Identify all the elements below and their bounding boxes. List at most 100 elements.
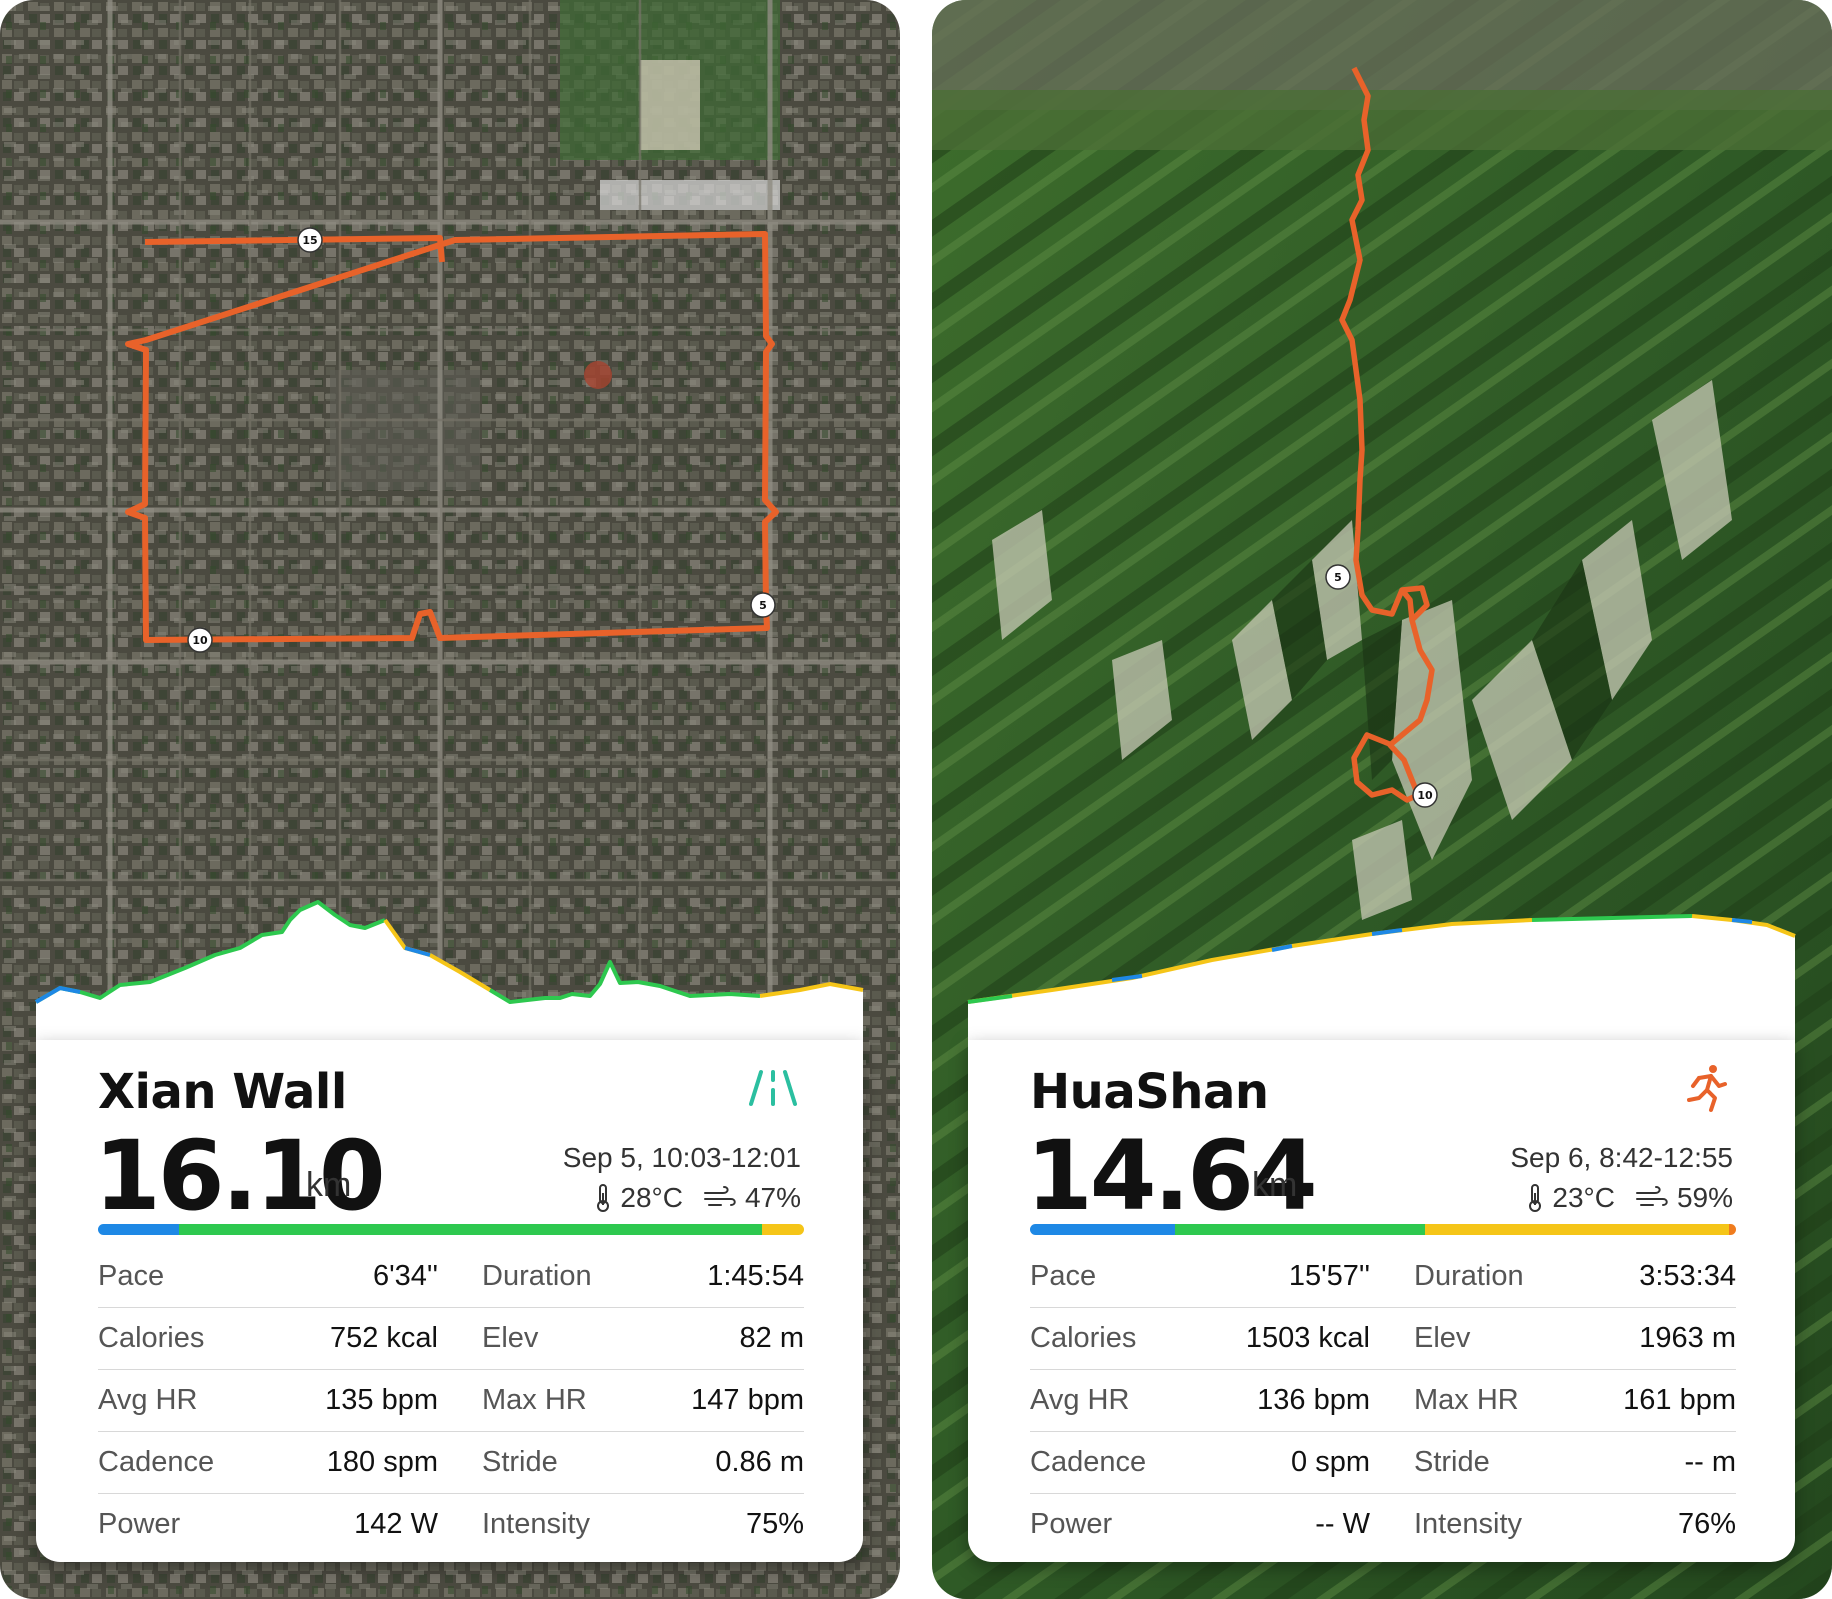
thermometer-icon xyxy=(1529,1184,1542,1212)
svg-text:5: 5 xyxy=(759,599,767,612)
stat-value: -- W xyxy=(1315,1508,1370,1540)
route-marker-5: 5 xyxy=(1325,564,1351,590)
humidity-value: 59% xyxy=(1676,1182,1733,1213)
zone-segment xyxy=(98,1224,180,1235)
route-path xyxy=(1339,66,1435,803)
activity-title: Xian Wall xyxy=(98,1064,347,1120)
stat-row: Cadence 0 spm Stride -- m xyxy=(1030,1432,1736,1494)
stat-label: Elev xyxy=(482,1322,539,1354)
stat-label: Power xyxy=(98,1508,181,1540)
stat-row: Power -- W Intensity 76% xyxy=(1030,1494,1736,1555)
route-marker-5: 5 xyxy=(750,592,776,618)
stat-label: Stride xyxy=(482,1446,558,1478)
zone-segment xyxy=(1728,1224,1736,1235)
activity-summary-card[interactable]: Xian Wall 16.10 km Sep 5, 10:03-12:01 28… xyxy=(36,1040,863,1562)
stat-value: 161 bpm xyxy=(1623,1384,1736,1416)
stat-value: 76% xyxy=(1677,1508,1736,1540)
stat-value: 1503 kcal xyxy=(1245,1322,1370,1354)
heart-rate-zone-bar xyxy=(98,1224,804,1235)
stat-label: Stride xyxy=(1414,1446,1490,1478)
zone-segment xyxy=(761,1224,804,1235)
stat-value: 0 spm xyxy=(1291,1446,1370,1478)
stat-value: 752 kcal xyxy=(329,1322,438,1354)
activity-panel-xian[interactable]: 15 5 10 Xian Wall 16.10 xyxy=(0,0,900,1599)
route-marker-15: 15 xyxy=(297,227,323,253)
stat-label: Cadence xyxy=(1030,1446,1147,1478)
weather-row: 23°C 59% xyxy=(1526,1182,1733,1214)
route-marker-10: 10 xyxy=(1412,782,1438,808)
activity-datetime: Sep 6, 8:42-12:55 xyxy=(1510,1142,1733,1173)
route-marker-10: 10 xyxy=(187,627,213,653)
svg-text:5: 5 xyxy=(1334,571,1342,584)
activity-title: HuaShan xyxy=(1030,1064,1269,1120)
stat-value: 135 bpm xyxy=(325,1384,438,1416)
distance-unit: km xyxy=(306,1166,352,1204)
stat-label: Pace xyxy=(98,1260,165,1292)
svg-text:10: 10 xyxy=(1417,789,1433,802)
route-path xyxy=(125,231,779,643)
stat-value: 147 bpm xyxy=(691,1384,804,1416)
zone-segment xyxy=(1030,1224,1175,1235)
stat-row: Calories 1503 kcal Elev 1963 m xyxy=(1030,1308,1736,1370)
activity-summary-card[interactable]: HuaShan 14.64 km Sep 6, 8:42-12:55 23°C xyxy=(968,1040,1795,1562)
stat-value: 1963 m xyxy=(1639,1322,1736,1354)
humidity-value: 47% xyxy=(744,1182,801,1213)
elevation-profile xyxy=(34,900,864,1044)
stat-value: 136 bpm xyxy=(1257,1384,1370,1416)
weather-row: 28°C 47% xyxy=(594,1182,801,1214)
stat-label: Intensity xyxy=(482,1508,590,1540)
stat-label: Intensity xyxy=(1414,1508,1522,1540)
thermometer-icon xyxy=(597,1184,610,1212)
svg-text:10: 10 xyxy=(192,634,208,647)
stat-value: -- m xyxy=(1684,1446,1736,1478)
distance-value: 16.10 xyxy=(94,1120,386,1232)
satellite-map-city[interactable]: 15 5 10 xyxy=(0,0,900,1599)
zone-segment xyxy=(1174,1224,1426,1235)
svg-text:15: 15 xyxy=(302,234,317,247)
stat-label: Elev xyxy=(1414,1322,1471,1354)
stat-row: Power 142 W Intensity 75% xyxy=(98,1494,804,1555)
humidity-wind-icon xyxy=(1635,1186,1668,1206)
stat-value: 1:45:54 xyxy=(707,1260,804,1292)
stat-row: Pace 6'34'' Duration 1:45:54 xyxy=(98,1246,804,1308)
temperature-value: 23°C xyxy=(1552,1182,1615,1213)
stat-row: Pace 15'57'' Duration 3:53:34 xyxy=(1030,1246,1736,1308)
heart-rate-zone-bar xyxy=(1030,1224,1736,1235)
stat-label: Duration xyxy=(482,1260,592,1292)
distance-unit: km xyxy=(1252,1166,1298,1204)
stat-label: Avg HR xyxy=(98,1384,198,1416)
stat-label: Avg HR xyxy=(1030,1384,1130,1416)
activity-panel-huashan[interactable]: 5 10 HuaShan 14.6 xyxy=(932,0,1832,1599)
zone-segment xyxy=(179,1224,762,1235)
elevation-profile xyxy=(967,914,1796,1044)
stat-label: Max HR xyxy=(482,1384,587,1416)
humidity-wind-icon xyxy=(703,1186,736,1206)
stats-table: Pace 6'34'' Duration 1:45:54 Calories 752 kca… xyxy=(98,1246,804,1555)
running-person-icon xyxy=(1687,1065,1727,1112)
zone-segment xyxy=(1425,1224,1729,1235)
stat-value: 6'34'' xyxy=(373,1260,438,1292)
stat-label: Calories xyxy=(98,1322,205,1354)
stat-value: 0.86 m xyxy=(715,1446,804,1478)
stat-row: Cadence 180 spm Stride 0.86 m xyxy=(98,1432,804,1494)
stat-value: 75% xyxy=(745,1508,804,1540)
stat-row: Avg HR 136 bpm Max HR 161 bpm xyxy=(1030,1370,1736,1432)
stat-label: Calories xyxy=(1030,1322,1137,1354)
stat-value: 82 m xyxy=(739,1322,804,1354)
stat-label: Max HR xyxy=(1414,1384,1519,1416)
stat-label: Pace xyxy=(1030,1260,1097,1292)
stat-value: 180 spm xyxy=(326,1446,438,1478)
stat-label: Power xyxy=(1030,1508,1113,1540)
stats-table: Pace 15'57'' Duration 3:53:34 Calories 1503 k… xyxy=(1030,1246,1736,1555)
stat-label: Cadence xyxy=(98,1446,215,1478)
stat-value: 142 W xyxy=(354,1508,438,1540)
temperature-value: 28°C xyxy=(620,1182,683,1213)
activity-datetime: Sep 5, 10:03-12:01 xyxy=(562,1142,801,1173)
stat-value: 15'57'' xyxy=(1288,1260,1370,1292)
stat-row: Avg HR 135 bpm Max HR 147 bpm xyxy=(98,1370,804,1432)
workout-brand-icon xyxy=(749,1070,797,1106)
stat-row: Calories 752 kcal Elev 82 m xyxy=(98,1308,804,1370)
stat-value: 3:53:34 xyxy=(1639,1260,1736,1292)
distance-value: 14.64 xyxy=(1026,1120,1318,1232)
stat-label: Duration xyxy=(1414,1260,1524,1292)
